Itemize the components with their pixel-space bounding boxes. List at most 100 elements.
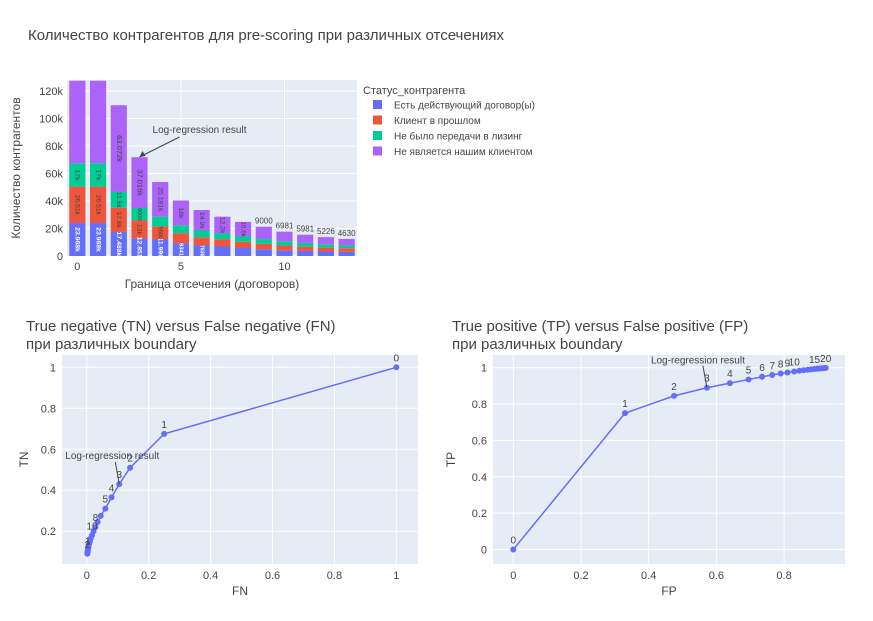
bar-segment [297, 242, 314, 247]
y-axis-title: TP [444, 452, 458, 467]
point-label: 15 [809, 355, 821, 366]
bar-segment [193, 210, 210, 231]
data-point [784, 369, 791, 376]
point-label: 2 [671, 382, 677, 393]
legend-title: Статус_контрагента [363, 85, 466, 97]
data-point [84, 550, 91, 557]
x-tick-label: 0.8 [776, 570, 791, 582]
bar-segment [69, 186, 86, 224]
bar-segment [89, 223, 107, 256]
bar-segment [172, 200, 190, 226]
bar-segment [172, 225, 190, 234]
point-label: 3 [704, 374, 710, 385]
y-tick-label: 0.4 [472, 472, 487, 484]
x-tick-label: 0.8 [327, 570, 342, 582]
tn-fn-line-chart-panel: True negative (TN) versus False negative… [17, 318, 418, 598]
bars [69, 80, 355, 256]
data-point [796, 367, 803, 374]
point-label: 0 [511, 535, 517, 546]
x-axis-title: FN [232, 584, 248, 598]
annotation-text: Log-regression result [153, 125, 247, 136]
point-label: 9 [785, 358, 791, 369]
x-tick-label: 0.2 [573, 570, 588, 582]
y-axis-title: Количество контрагентов [9, 97, 23, 238]
bar-segment [317, 237, 335, 245]
x-tick-label: 0.6 [709, 570, 724, 582]
bar-segment [317, 247, 335, 252]
data-point [777, 370, 784, 377]
data-point [393, 364, 400, 371]
legend-swatch [373, 131, 382, 140]
point-label: 2 [127, 454, 133, 465]
bar-segment [69, 80, 86, 164]
bar-segment [255, 239, 272, 244]
bar-segment [276, 231, 293, 242]
bar-segment [193, 237, 210, 246]
annotation-text: Log-regression result [65, 451, 159, 462]
y-tick-label: 0 [57, 251, 63, 263]
main-title: Количество контрагентов для pre-scoring … [28, 27, 504, 44]
annotation-text: Log-regression result [651, 356, 745, 367]
x-tick-label: 0.2 [141, 570, 156, 582]
bar-segment [131, 208, 148, 221]
legend-swatch [373, 100, 382, 109]
y-tick-label: 1 [50, 362, 56, 374]
bar-segment [110, 207, 127, 232]
bar-segment [152, 226, 169, 240]
point-label: 1 [85, 537, 91, 548]
point-label: 2 [85, 540, 91, 551]
point-label: 8 [93, 513, 99, 524]
bar-label-inside: 11.996 [156, 237, 163, 258]
bar-label-inside: 18k [177, 207, 184, 219]
data-point [671, 392, 678, 399]
subplot-title-line: при различных boundary [26, 336, 197, 353]
bar-segment [110, 191, 127, 208]
data-point [769, 371, 776, 378]
bar-segment [214, 239, 231, 247]
legend-swatch [373, 146, 382, 156]
bar-segment [193, 230, 210, 238]
bar-label-inside: 17k [94, 169, 101, 181]
bar-segment [131, 238, 148, 256]
bar-segment [255, 249, 272, 256]
bar-segment [214, 233, 231, 240]
y-tick-label: 0.6 [472, 435, 487, 447]
bar-segment [131, 157, 148, 209]
data-point [822, 364, 829, 371]
bar-segment [214, 216, 231, 234]
data-point [745, 376, 752, 383]
point-label: 20 [820, 354, 832, 365]
legend-entry: Не является нашим клиентом [394, 147, 533, 158]
legend: Статус_контрагента Есть действующий догов… [363, 85, 535, 158]
y-tick-label: 0.8 [41, 403, 56, 415]
subplot-title-line: при различных boundary [452, 336, 623, 353]
bar-segment [255, 243, 272, 250]
bar-label-inside: 7636 [198, 245, 204, 257]
bar-label-inside: 17.6k [115, 211, 122, 228]
bar-segment [110, 231, 127, 256]
data-point [102, 505, 109, 512]
bar-segment [69, 223, 86, 256]
y-tick-label: 120k [39, 86, 63, 98]
point-label: 3 [116, 470, 122, 481]
y-tick-label: 100k [39, 114, 63, 126]
data-point [726, 380, 733, 387]
bar-segment [276, 241, 293, 246]
point-label: 0 [394, 353, 400, 364]
bar-segment [338, 251, 355, 256]
y-tick-label: 0.2 [41, 526, 56, 538]
bar-label-inside: 23.968k [94, 227, 101, 252]
data-point [791, 368, 798, 375]
subplot-title-line: True positive (TP) versus False positive… [452, 318, 748, 335]
data-point [622, 410, 628, 417]
x-tick-label: 5 [178, 261, 184, 273]
bar-labels: 23.968k 26.51k 17k 23.968k 26.51k 17k 17.488k 1… [74, 135, 357, 258]
bar-segment [297, 246, 314, 251]
bar-label-outside: 6981 [276, 222, 294, 231]
x-tick-label: 0.6 [265, 570, 280, 582]
bar-segment [69, 163, 86, 187]
point-label: 6 [759, 363, 765, 374]
point-label: 10 [86, 521, 98, 532]
y-axis-title: TN [17, 452, 31, 468]
